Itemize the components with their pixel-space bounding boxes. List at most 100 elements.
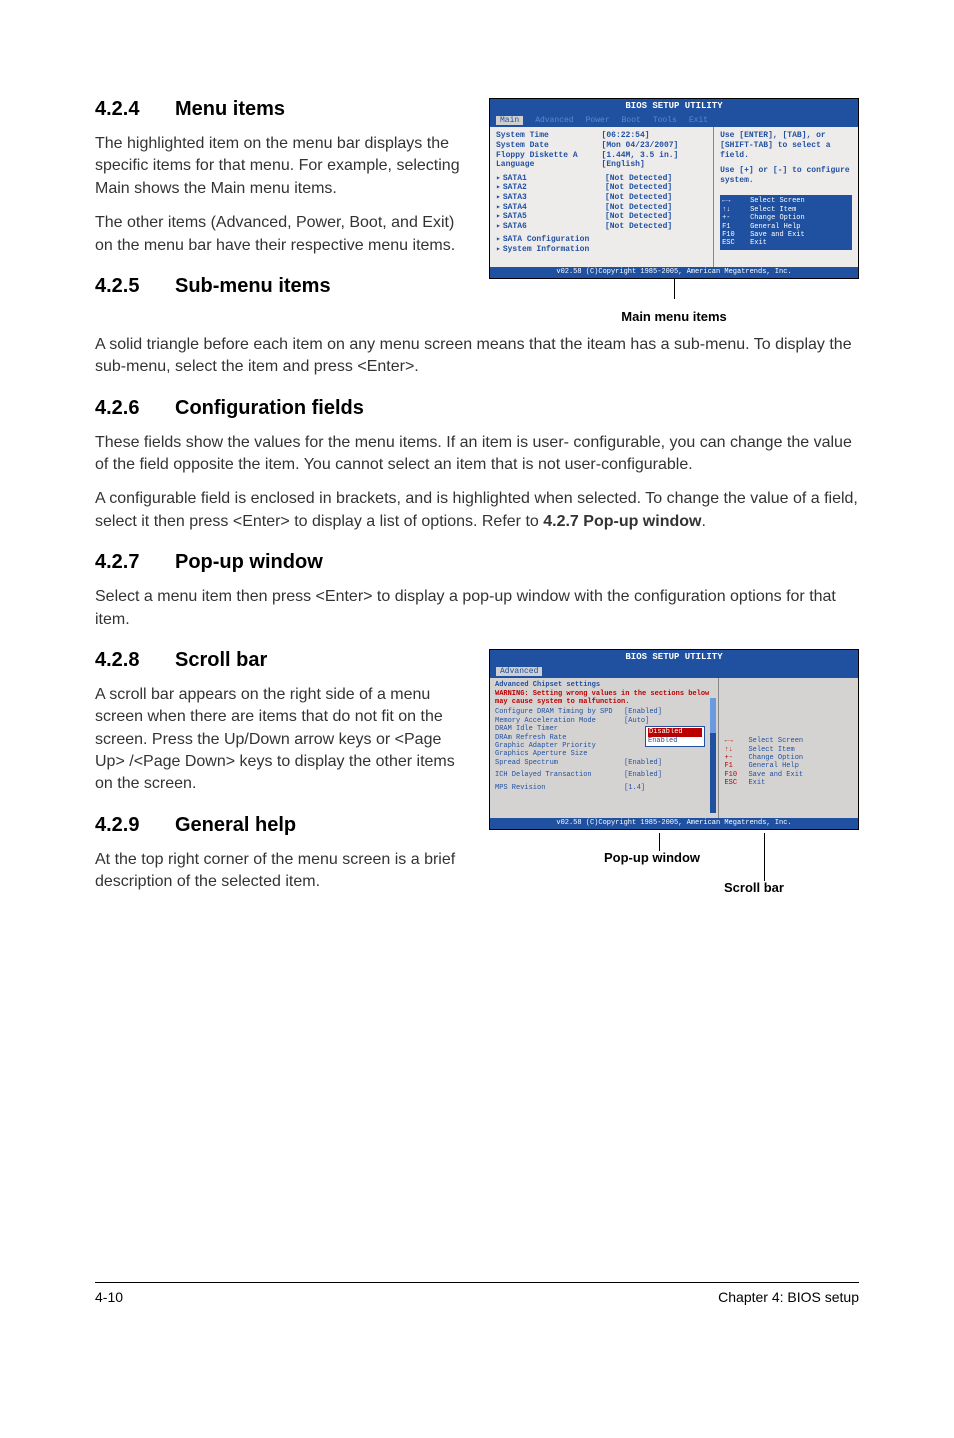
row-label: SATA2	[503, 183, 605, 193]
pointer-line	[659, 833, 660, 851]
key-desc: General Help	[750, 223, 800, 231]
row-label: SATA5	[503, 212, 605, 222]
chapter-label: Chapter 4: BIOS setup	[718, 1289, 859, 1305]
row-label: SATA4	[503, 203, 605, 213]
row-label: System Information	[503, 245, 707, 255]
figure-popup-scroll: BIOS SETUP UTILITY Advanced Advanced Chi…	[489, 649, 859, 908]
row-val: [1.4]	[624, 784, 713, 792]
heading-title: Scroll bar	[175, 649, 267, 671]
popup-window: Disabled Enabled	[645, 726, 705, 747]
bios-screenshot-1: BIOS SETUP UTILITY Main Advanced Power B…	[489, 98, 859, 279]
pointer-line	[764, 833, 765, 881]
key-desc: Exit	[748, 779, 765, 787]
bold-ref: 4.2.7 Pop-up window	[543, 513, 701, 530]
page-number: 4-10	[95, 1289, 123, 1305]
key-desc: Save and Exit	[750, 231, 805, 239]
bios-footer: v02.58 (C)Copyright 1985-2005, American …	[490, 267, 858, 277]
heading-427: 4.2.7Pop-up window	[95, 551, 859, 574]
heading-title: Configuration fields	[175, 397, 364, 419]
row-label: ICH Delayed Transaction	[495, 771, 624, 779]
row-val: [Not Detected]	[605, 183, 707, 193]
bios-tabs: Advanced	[490, 665, 858, 679]
row-val: [Mon 04/23/2007]	[602, 141, 708, 151]
bios-screenshot-2: BIOS SETUP UTILITY Advanced Advanced Chi…	[489, 649, 859, 830]
paragraph: Select a menu item then press <Enter> to…	[95, 586, 859, 631]
key: +-	[724, 754, 748, 762]
help-text: Use [ENTER], [TAB], or [SHIFT-TAB] to se…	[720, 131, 852, 160]
heading-num: 4.2.8	[95, 649, 175, 672]
row-label: MPS Revision	[495, 784, 624, 792]
bios-title: BIOS SETUP UTILITY	[490, 650, 858, 665]
key: ESC	[724, 779, 748, 787]
paragraph: These fields show the values for the men…	[95, 432, 859, 477]
popup-option: Enabled	[648, 737, 702, 745]
caption-scroll: Scroll bar	[724, 880, 784, 895]
bios-title: BIOS SETUP UTILITY	[490, 99, 858, 114]
heading-num: 4.2.9	[95, 814, 175, 837]
key: ←→	[722, 197, 750, 205]
heading-title: General help	[175, 814, 296, 836]
annotations: Pop-up window Scroll bar	[489, 838, 859, 908]
row-label: Language	[496, 160, 602, 170]
tab-boot: Boot	[622, 116, 641, 126]
heading-num: 4.2.4	[95, 98, 175, 121]
tab-exit: Exit	[689, 116, 708, 126]
key: F1	[722, 223, 750, 231]
heading-num: 4.2.6	[95, 397, 175, 420]
popup-option-selected: Disabled	[648, 728, 702, 736]
heading-title: Pop-up window	[175, 551, 323, 573]
bios-tabs: Main Advanced Power Boot Tools Exit	[490, 114, 858, 128]
key: F10	[724, 771, 748, 779]
tab-advanced: Advanced	[535, 116, 573, 126]
heading-title: Menu items	[175, 98, 285, 120]
key-desc: Change Option	[748, 754, 803, 762]
tab-advanced: Advanced	[496, 667, 542, 677]
row-label: System Time	[496, 131, 602, 141]
row-val: [Not Detected]	[605, 203, 707, 213]
key-desc: Change Option	[750, 214, 805, 222]
key-legend: ←→Select Screen ↑↓Select Item +-Change O…	[720, 195, 852, 249]
key: F1	[724, 762, 748, 770]
bios-footer: v02.58 (C)Copyright 1985-2005, American …	[490, 818, 858, 828]
paragraph: A configurable field is enclosed in brac…	[95, 488, 859, 533]
figure-caption: Main menu items	[489, 309, 859, 324]
row-val: [Not Detected]	[605, 193, 707, 203]
key-desc: Select Screen	[748, 737, 803, 745]
row-val: [1.44M, 3.5 in.]	[602, 151, 708, 161]
row-val: [Enabled]	[624, 771, 713, 779]
scrollbar	[710, 698, 716, 813]
row-label: Floppy Diskette A	[496, 151, 602, 161]
tab-main: Main	[496, 116, 523, 126]
row-label: SATA6	[503, 222, 605, 232]
heading-num: 4.2.5	[95, 275, 175, 298]
text-span: A configurable field is enclosed in brac…	[95, 490, 858, 529]
panel-heading: Advanced Chipset settings	[495, 681, 713, 689]
row-val: [Auto]	[624, 717, 713, 725]
heading-num: 4.2.7	[95, 551, 175, 574]
key: ←→	[724, 737, 748, 745]
row-label: SATA Configuration	[503, 235, 707, 245]
row-val: [Not Detected]	[605, 212, 707, 222]
tab-power: Power	[586, 116, 610, 126]
caption-popup: Pop-up window	[604, 850, 700, 865]
bios-left-panel: Advanced Chipset settings WARNING: Setti…	[490, 678, 718, 818]
page-footer: 4-10 Chapter 4: BIOS setup	[95, 1282, 859, 1305]
pointer-line	[674, 279, 675, 299]
key-desc: Select Item	[750, 206, 796, 214]
row-label: System Date	[496, 141, 602, 151]
bios-left-panel: System Time[06:22:54] System Date[Mon 04…	[490, 127, 714, 267]
help-text: Use [+] or [-] to configure system.	[720, 166, 852, 185]
heading-426: 4.2.6Configuration fields	[95, 397, 859, 420]
paragraph: A solid triangle before each item on any…	[95, 334, 859, 379]
bios-right-panel: Use [ENTER], [TAB], or [SHIFT-TAB] to se…	[714, 127, 858, 267]
key-desc: Select Item	[748, 746, 794, 754]
key: F10	[722, 231, 750, 239]
key: +-	[722, 214, 750, 222]
text-span: .	[701, 513, 705, 530]
row-val: [Enabled]	[624, 708, 713, 716]
row-label: Memory Acceleration Mode	[495, 717, 624, 725]
key-desc: Select Screen	[750, 197, 805, 205]
row-val: [Not Detected]	[605, 222, 707, 232]
row-label: Graphics Aperture Size	[495, 750, 713, 758]
row-val: [Enabled]	[624, 759, 713, 767]
